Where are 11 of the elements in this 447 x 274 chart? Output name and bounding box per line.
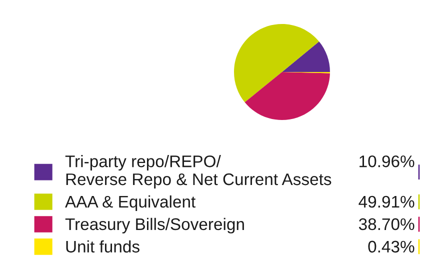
- legend-label: Unit funds: [66, 240, 140, 253]
- data-label: 49.91%: [358, 196, 414, 208]
- legend-label: Treasury Bills/Sovereign: [65, 218, 244, 234]
- pie-slice: [234, 24, 320, 102]
- pie-slice: [282, 41, 330, 72]
- legend-label: AAA & Equivalent: [65, 195, 196, 211]
- legend-label: Tri-party repo/REPO/ Reverse Repo & Net Current Assets: [65, 155, 332, 188]
- data-label: 10.96%: [360, 155, 414, 168]
- pie-slice: [244, 72, 330, 120]
- data-label: 0.43%: [368, 240, 414, 253]
- data-label: 38.70%: [358, 218, 414, 230]
